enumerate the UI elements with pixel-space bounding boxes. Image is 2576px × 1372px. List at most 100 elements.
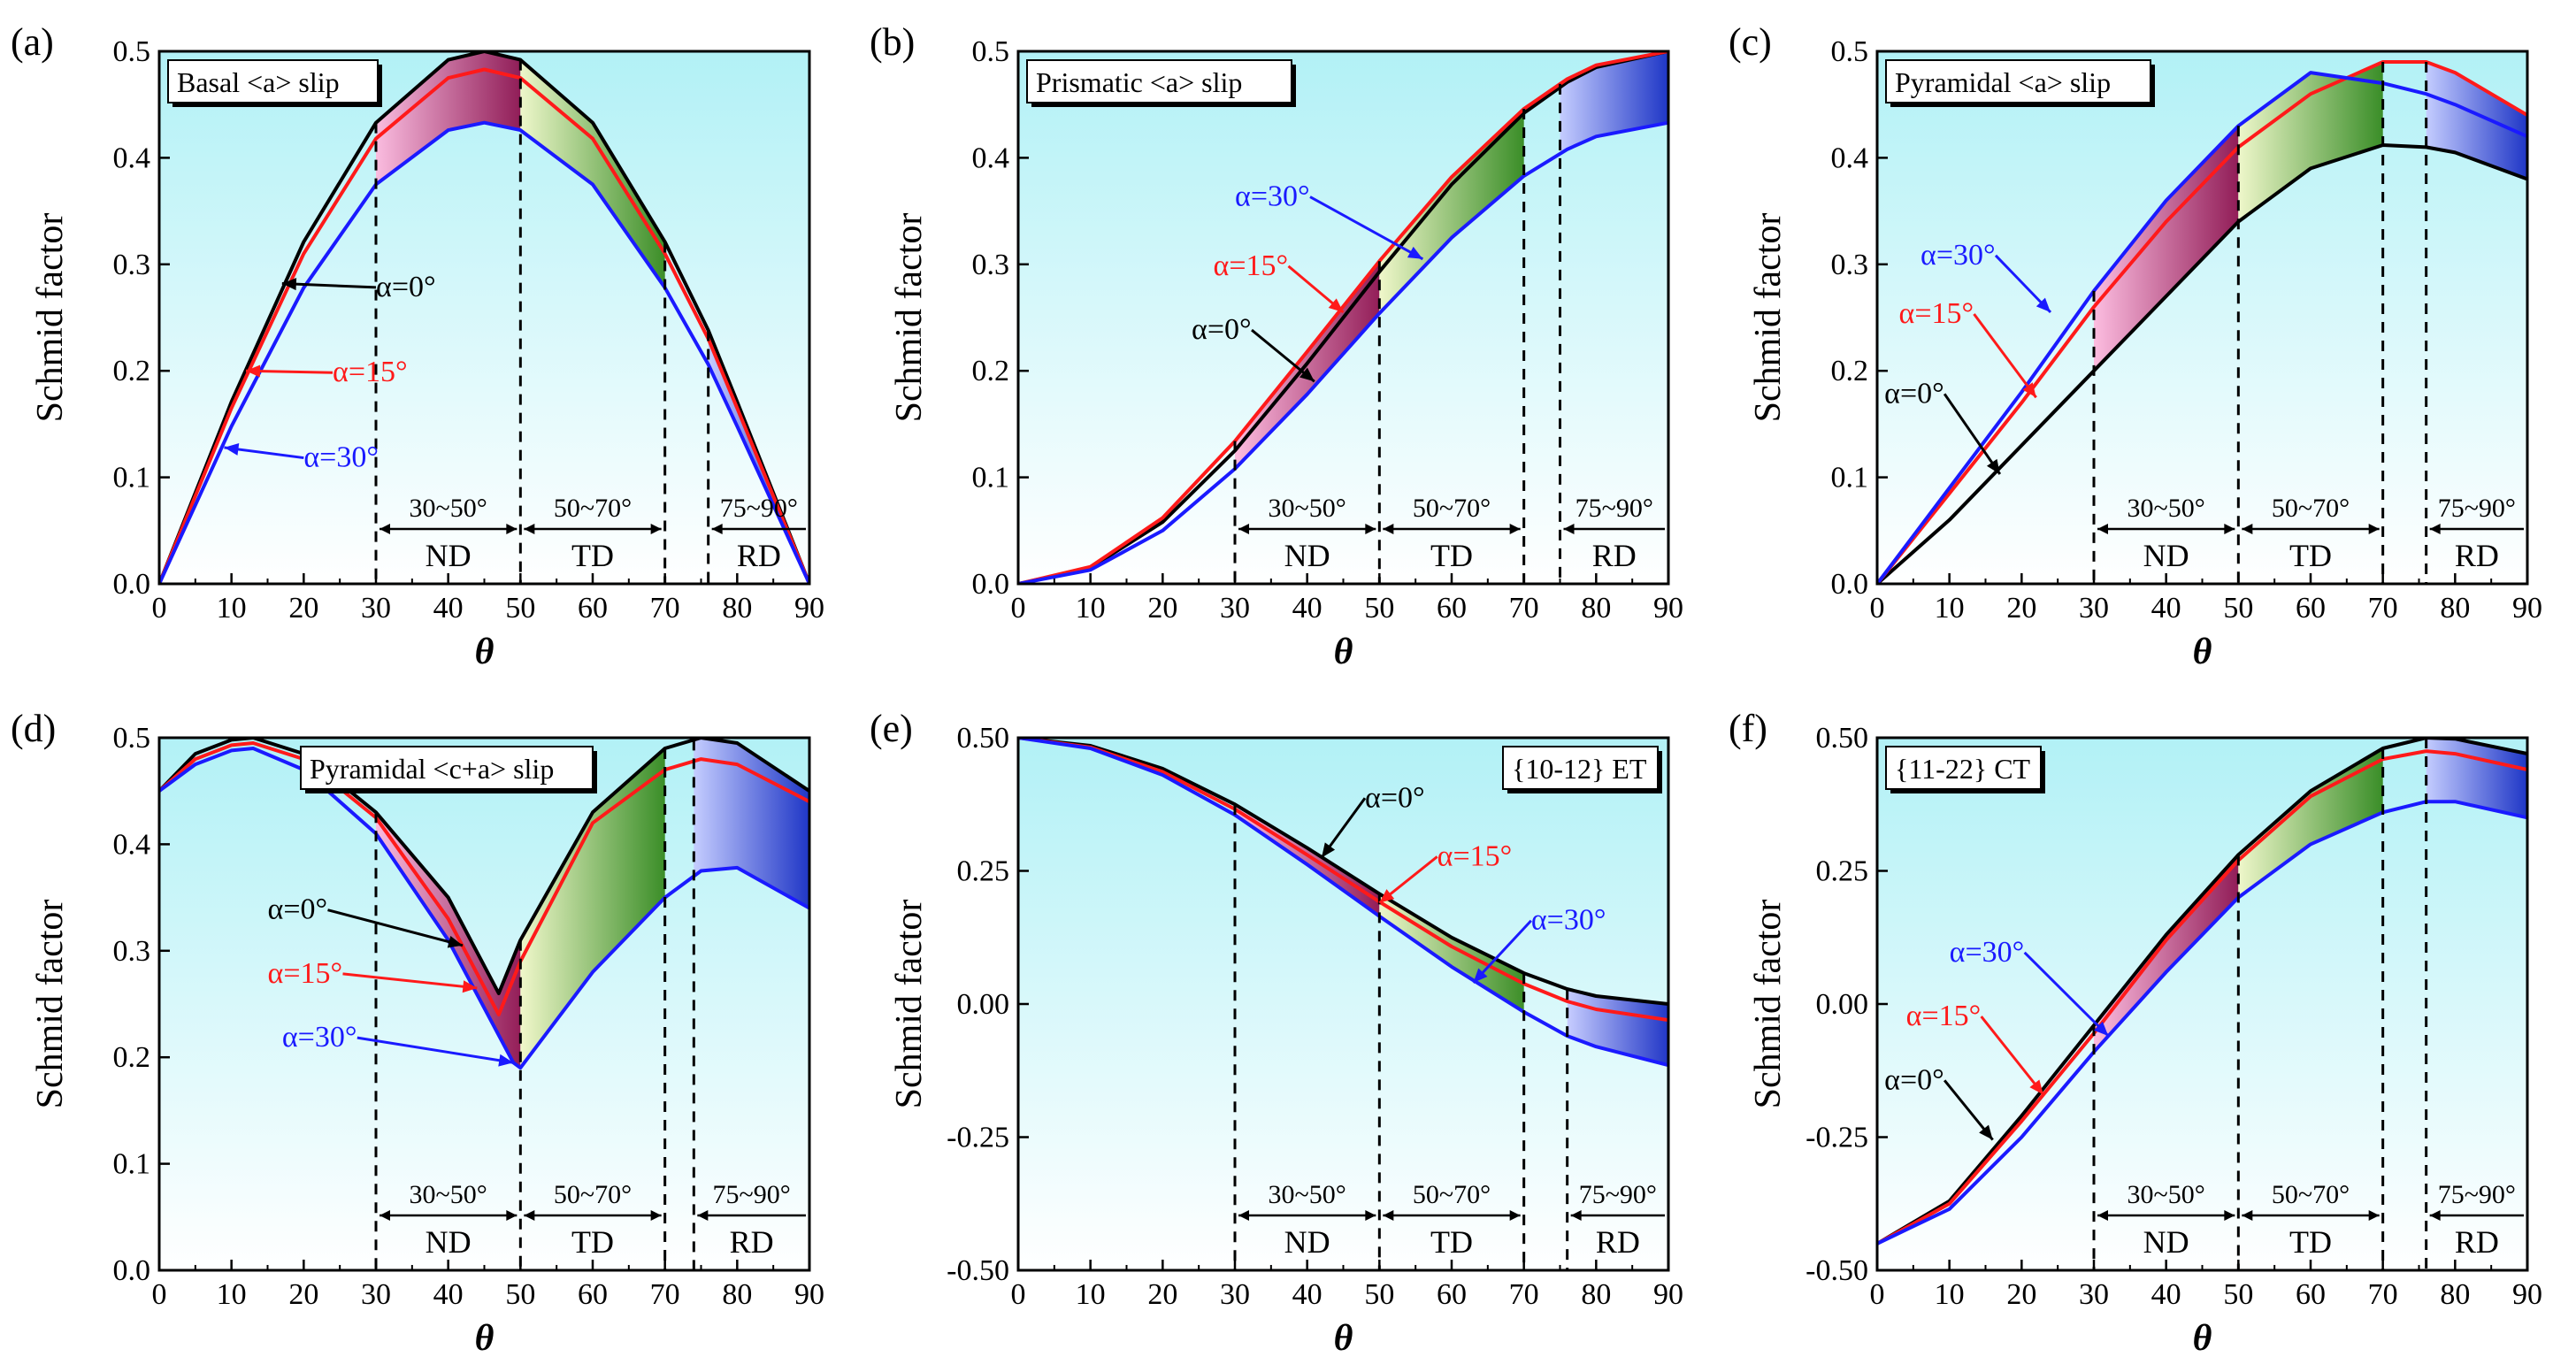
annotation-arrowhead xyxy=(2022,382,2036,398)
chart-title: Prismatic <a> slip xyxy=(1036,66,1242,98)
plot-background xyxy=(1877,51,2527,584)
x-tick-label: 10 xyxy=(217,1278,247,1311)
region-label: TD xyxy=(2289,538,2332,573)
series-annotation-label: α=15° xyxy=(1214,249,1289,282)
annotation-arrowhead xyxy=(1300,367,1315,382)
x-tick-label: 50 xyxy=(505,592,535,625)
region-range-label: 75~90° xyxy=(1576,494,1653,523)
region-arrowhead xyxy=(650,1210,662,1221)
x-tick-label: 40 xyxy=(2151,1278,2181,1311)
x-tick-label: 10 xyxy=(217,592,247,625)
x-tick-label: 90 xyxy=(2512,592,2542,625)
chart-title-box: Prismatic <a> slip xyxy=(1026,59,1296,107)
y-tick-label: 0.4 xyxy=(1831,142,1869,174)
region-arrowhead xyxy=(506,1210,518,1221)
x-tick-label: 0 xyxy=(1011,1278,1026,1311)
x-tick-label: 80 xyxy=(722,1278,752,1311)
y-tick-label: 0.0 xyxy=(113,568,151,601)
chart-title-box: Pyramidal <c+a> slip xyxy=(300,746,597,793)
region-arrowhead xyxy=(1509,524,1521,534)
series-annotation-label: α=30° xyxy=(1531,904,1606,937)
chart-svg: 30~50° ND 50~70° TD 75~90° RD 0 10 20 30 40 50 60 70 8… xyxy=(11,20,824,672)
panel-label: (b) xyxy=(870,20,915,64)
region-arrowhead xyxy=(1365,1210,1376,1221)
region-arrowhead xyxy=(2097,524,2108,534)
x-tick-label: 90 xyxy=(794,1278,824,1311)
region-label: ND xyxy=(426,538,472,573)
region-arrowhead xyxy=(711,524,723,534)
region-label: RD xyxy=(1596,1224,1640,1260)
region-arrowhead xyxy=(650,524,662,534)
region-arrowhead xyxy=(2368,1210,2380,1221)
chart-svg: 30~50° ND 50~70° TD 75~90° RD 0 10 20 30 40 50 60 70 8… xyxy=(1729,707,2542,1359)
region-range-label: 50~70° xyxy=(2272,494,2350,523)
region-arrowhead xyxy=(1570,1210,1582,1221)
series-annotation-label: α=0° xyxy=(1365,781,1425,814)
x-tick-label: 10 xyxy=(1076,592,1106,625)
y-tick-label: 0.5 xyxy=(113,35,151,68)
y-tick-label: 0.5 xyxy=(113,722,151,755)
x-tick-label: 70 xyxy=(1509,1278,1539,1311)
y-tick-label: -0.25 xyxy=(1806,1122,1868,1154)
region-label: ND xyxy=(2143,1224,2189,1260)
region-range-label: 30~50° xyxy=(1269,1180,1346,1209)
chart-title: {10-12} ET xyxy=(1512,753,1647,785)
y-axis-label: Schmid factor xyxy=(30,213,71,423)
chart-panel: 30~50° ND 50~70° TD 75~90° RD 0 10 20 30 40 50 60 70 8… xyxy=(859,686,1717,1372)
panel-label: (f) xyxy=(1729,707,1767,750)
region-range-label: 50~70° xyxy=(1413,494,1491,523)
y-tick-label: 0.0 xyxy=(972,568,1010,601)
x-tick-label: 20 xyxy=(1147,592,1177,625)
annotation-arrowhead xyxy=(246,364,261,378)
region-label: RD xyxy=(730,1224,774,1260)
series-annotation-label: α=30° xyxy=(1235,180,1310,213)
region-fill-nd xyxy=(376,812,521,1069)
region-label: ND xyxy=(426,1224,472,1260)
x-tick-label: 0 xyxy=(1870,592,1885,625)
y-tick-label: 0.00 xyxy=(957,988,1010,1021)
series-annotation-label: α=15° xyxy=(333,356,408,388)
x-tick-label: 90 xyxy=(1653,592,1683,625)
region-fill-rd xyxy=(2426,62,2527,180)
chart-title: {11-22} CT xyxy=(1895,753,2031,785)
x-tick-label: 80 xyxy=(1581,1278,1611,1311)
region-label: TD xyxy=(1430,1224,1473,1260)
region-arrowhead xyxy=(506,524,518,534)
title-box-frame xyxy=(1885,59,2151,103)
x-tick-label: 40 xyxy=(433,592,464,625)
annotation-arrow-line xyxy=(1943,393,2002,475)
annotation-arrowhead xyxy=(1379,889,1395,903)
annotation-arrow-line xyxy=(356,1036,514,1064)
y-tick-label: -0.50 xyxy=(1806,1254,1868,1287)
region-arrowhead xyxy=(2242,524,2253,534)
annotation-arrowhead xyxy=(1979,1124,1993,1140)
annotation-arrowhead xyxy=(498,1054,514,1067)
x-tick-label: 50 xyxy=(505,1278,535,1311)
x-tick-label: 60 xyxy=(578,1278,608,1311)
y-tick-label: 0.1 xyxy=(113,1148,151,1181)
chart-svg: 30~50° ND 50~70° TD 75~90° RD 0 10 20 30 40 50 60 70 8… xyxy=(11,707,824,1359)
region-fill-td xyxy=(1379,109,1524,314)
x-tick-label: 90 xyxy=(794,592,824,625)
y-tick-label: 0.25 xyxy=(957,855,1010,888)
y-axis-label: Schmid factor xyxy=(889,213,930,423)
y-tick-label: 0.4 xyxy=(113,142,151,174)
x-tick-label: 60 xyxy=(1437,1278,1467,1311)
title-box-frame xyxy=(1026,59,1292,103)
series-annotation-label: α=30° xyxy=(303,441,379,474)
y-tick-label: 0.3 xyxy=(1831,249,1869,281)
region-range-label: 75~90° xyxy=(1579,1180,1657,1209)
x-tick-label: 50 xyxy=(1364,592,1394,625)
x-tick-label: 90 xyxy=(1653,1278,1683,1311)
plot-background xyxy=(1877,738,2527,1270)
annotation-arrowhead xyxy=(2036,297,2051,312)
annotation-arrow-line xyxy=(1309,195,1424,261)
chart-title-box: {10-12} ET xyxy=(1502,746,1662,793)
region-range-label: 30~50° xyxy=(410,494,487,523)
series-annotation-label: α=30° xyxy=(1920,239,1996,272)
annotation-arrowhead xyxy=(2029,1079,2043,1095)
x-axis-label: θ xyxy=(1334,632,1353,672)
region-arrowhead xyxy=(1238,1210,1249,1221)
plot-area xyxy=(159,738,809,1070)
